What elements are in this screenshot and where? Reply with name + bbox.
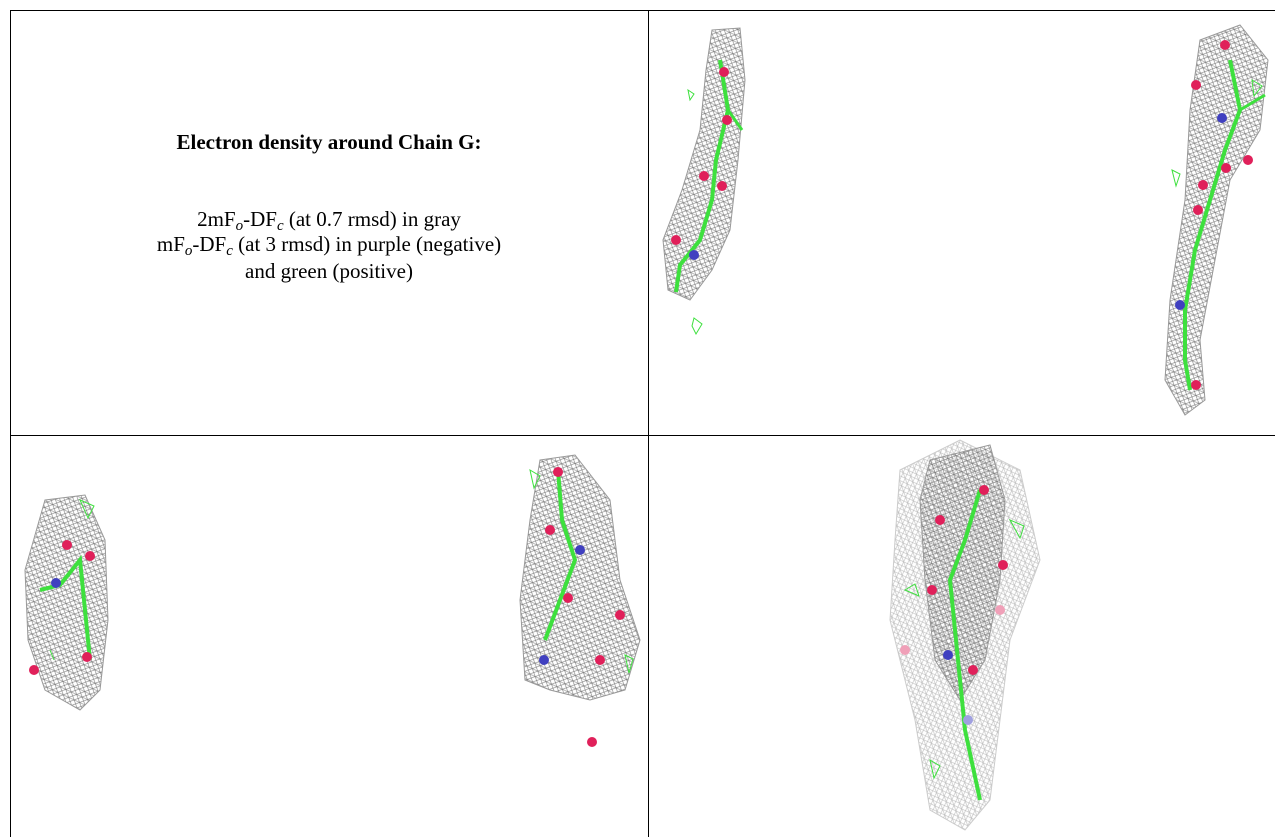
density-image — [1165, 25, 1268, 415]
text: and green (positive) — [245, 259, 413, 283]
legend-line: 2mFo-DFc (at 0.7 rmsd) in gray — [10, 207, 648, 232]
text: mF — [157, 232, 185, 256]
text: -DF — [243, 207, 277, 231]
text: -DF — [192, 232, 226, 256]
legend-line: and green (positive) — [10, 259, 648, 284]
figure-table — [0, 0, 1275, 837]
text: (at 3 rmsd) in purple (negative) — [233, 232, 501, 256]
subscript: c — [226, 243, 233, 259]
density-image — [25, 495, 108, 710]
density-image — [520, 455, 640, 747]
text: 2mF — [197, 207, 236, 231]
text: (at 0.7 rmsd) in gray — [284, 207, 461, 231]
density-image — [890, 440, 1040, 830]
cell-title: Electron density around Chain G: — [10, 130, 648, 155]
page: Electron density around Chain G: 2mFo-DF… — [0, 0, 1275, 837]
density-image — [663, 28, 745, 334]
legend-line: mFo-DFc (at 3 rmsd) in purple (negative) — [10, 232, 648, 257]
